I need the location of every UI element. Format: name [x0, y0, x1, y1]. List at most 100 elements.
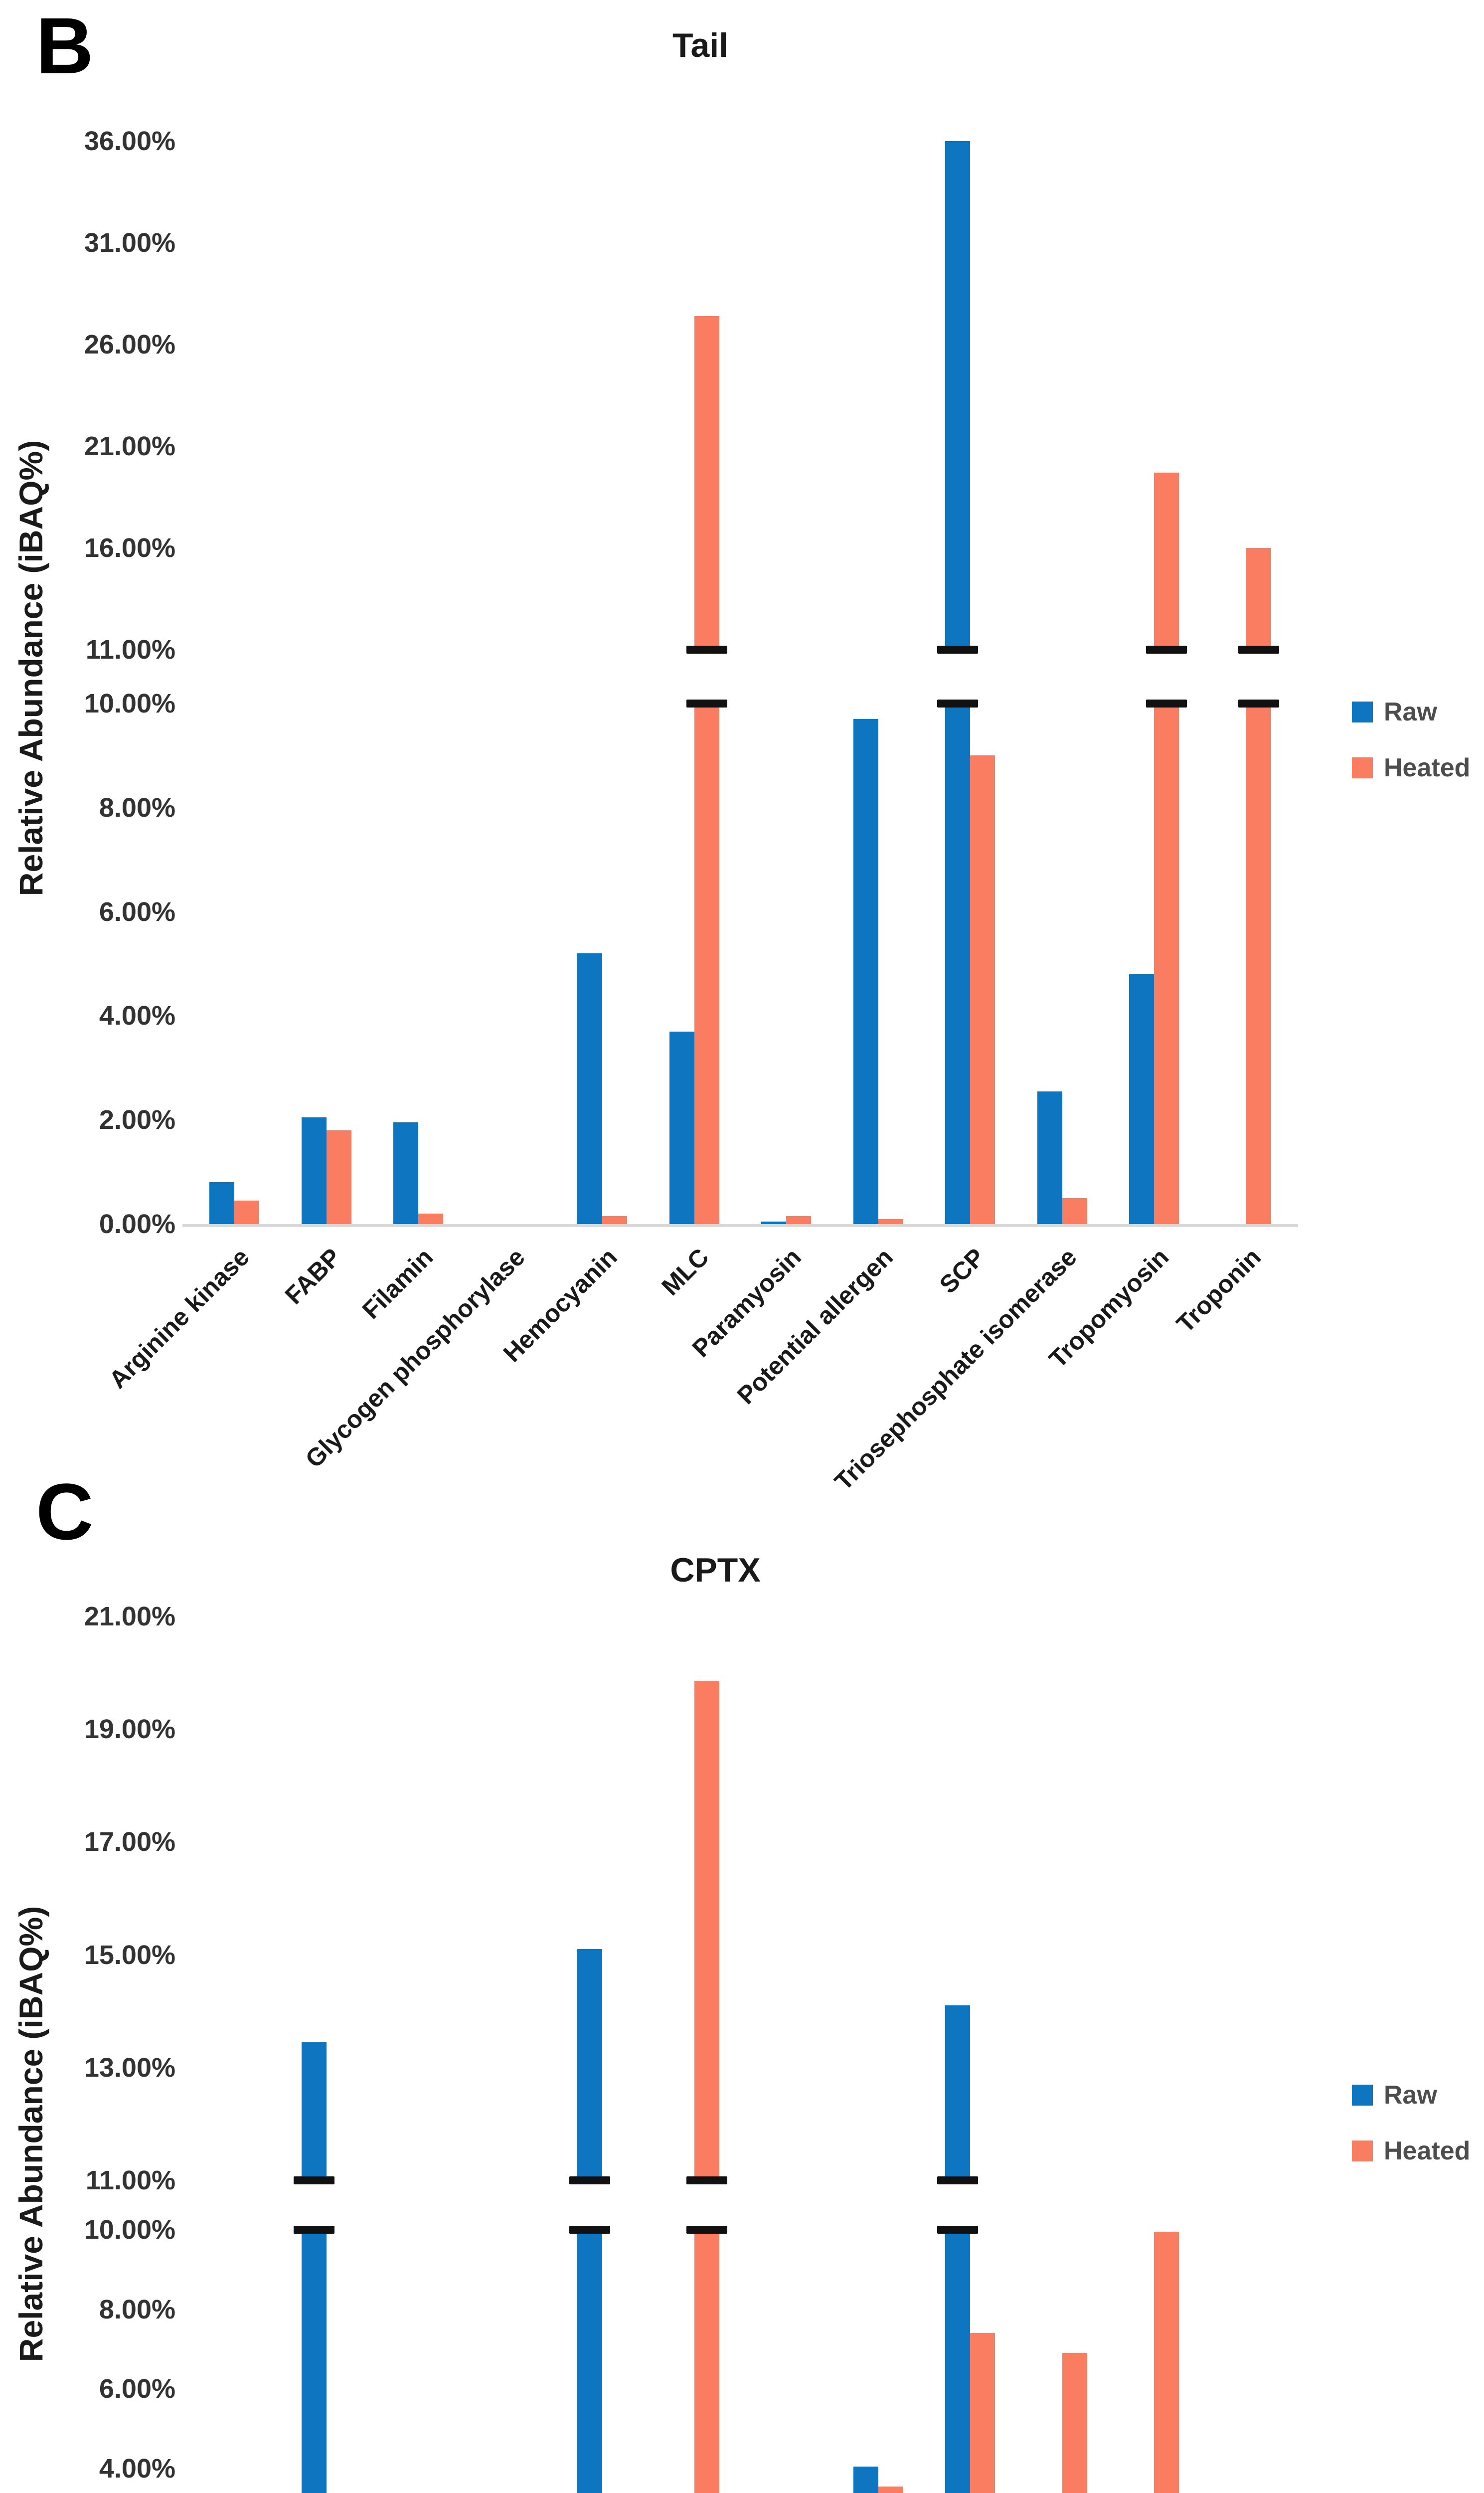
bar-heated-upper-segment — [694, 316, 719, 650]
bar-heated-upper-segment — [694, 1681, 719, 2180]
axis-break-cap — [686, 2226, 727, 2234]
axis-break-cap — [293, 2176, 334, 2184]
y-tick-label: 19.00% — [84, 1714, 175, 1745]
legend-item-heated: Heated — [1352, 753, 1470, 783]
y-tick-label: 15.00% — [84, 1940, 175, 1970]
bar-heated — [418, 1214, 444, 1224]
panel-label-b: B — [36, 1, 94, 90]
bar-heated — [970, 755, 995, 1224]
bar-heated — [786, 1216, 812, 1224]
y-tick-label: 13.00% — [84, 2052, 175, 2083]
y-tick-label: 0.00% — [99, 1209, 175, 1239]
x-category-label: Filamin — [357, 1243, 439, 1325]
bar-heated — [878, 1219, 903, 1224]
y-tick-label: 17.00% — [84, 1827, 175, 1857]
legend-label: Heated — [1384, 2137, 1471, 2165]
y-tick-label: 2.00% — [99, 1105, 175, 1135]
axis-break-cap — [686, 2176, 727, 2184]
axis-break-cap — [569, 2226, 611, 2234]
bar-heated-upper-segment — [1246, 548, 1271, 650]
y-tick-label: 10.00% — [84, 2215, 175, 2245]
y-axis-title-b: Relative Abundance (iBAQ%) — [12, 440, 49, 896]
bar-raw-upper-segment — [945, 2005, 971, 2180]
bar-raw — [853, 719, 878, 1224]
y-tick-label: 21.00% — [84, 1602, 175, 1631]
bar-raw — [1037, 1091, 1062, 1224]
bar-heated — [878, 2486, 903, 2493]
y-tick-label: 31.00% — [84, 228, 175, 258]
bar-raw — [853, 2466, 878, 2493]
legend-item-raw: Raw — [1352, 697, 1437, 727]
y-tick-label: 16.00% — [84, 533, 175, 563]
y-tick-label: 8.00% — [99, 792, 175, 823]
bar-heated-upper-segment — [1154, 473, 1179, 650]
axis-break-cap — [569, 2176, 611, 2184]
bar-raw — [393, 1122, 419, 1224]
x-category-label: Troponin — [1171, 1243, 1267, 1338]
bar-heated — [1062, 1198, 1087, 1224]
bar-raw — [669, 1031, 694, 1224]
axis-break-cap — [937, 2176, 979, 2184]
axis-break-cap — [1238, 700, 1279, 708]
axis-break-cap — [686, 700, 727, 708]
chart-title-cptx: CPTX — [670, 1551, 761, 1589]
legend-swatch-heated — [1352, 2140, 1373, 2161]
bar-heated — [234, 1201, 260, 1224]
y-tick-label: 11.00% — [85, 635, 175, 665]
legend-label: Raw — [1384, 2081, 1437, 2110]
y-tick-label: 4.00% — [99, 1001, 175, 1031]
bar-heated-lower-segment — [1246, 704, 1271, 1224]
y-tick-label: 10.00% — [84, 689, 175, 718]
bar-raw-upper-segment — [301, 2042, 327, 2180]
bar-raw — [301, 1117, 327, 1224]
panel-label-c: C — [36, 1467, 94, 1556]
axis-break-cap — [937, 2226, 979, 2234]
axis-break-cap — [937, 646, 979, 654]
y-axis-title-c: Relative Abundance (iBAQ%) — [12, 1906, 49, 2362]
bar-heated-lower-segment — [694, 704, 719, 1224]
legend-label: Raw — [1384, 698, 1437, 726]
bar-heated — [1062, 2353, 1087, 2493]
bar-raw — [209, 1182, 235, 1224]
chart-title-tail: Tail — [672, 26, 729, 64]
bar-raw-upper-segment — [577, 1949, 603, 2180]
x-category-label: SCP — [934, 1243, 990, 1299]
legend-swatch-raw — [1352, 702, 1373, 722]
legend-swatch-raw — [1352, 2085, 1373, 2106]
bar-raw — [577, 953, 603, 1224]
legend-item-heated: Heated — [1352, 2136, 1470, 2166]
axis-break-cap — [293, 2226, 334, 2234]
bar-heated — [326, 1130, 351, 1224]
bar-raw-lower-segment — [945, 2230, 971, 2493]
legend-item-raw: Raw — [1352, 2080, 1437, 2110]
bar-raw-lower-segment — [577, 2230, 603, 2493]
axis-break-cap — [1146, 646, 1187, 654]
axis-break-cap — [1146, 700, 1187, 708]
x-category-label: Arginine kinase — [103, 1243, 255, 1394]
bar-raw-lower-segment — [945, 704, 971, 1224]
y-tick-label: 26.00% — [84, 330, 175, 359]
y-tick-label: 6.00% — [99, 896, 175, 927]
y-tick-label: 8.00% — [99, 2294, 175, 2324]
axis-break-cap — [937, 700, 979, 708]
y-tick-label: 11.00% — [85, 2165, 175, 2195]
x-category-label: MLC — [656, 1243, 715, 1301]
legend-label: Heated — [1384, 753, 1471, 782]
x-category-label: FABP — [280, 1243, 347, 1310]
y-tick-label: 6.00% — [99, 2374, 175, 2404]
axis-break-cap — [1238, 646, 1279, 654]
bar-raw — [761, 1221, 787, 1224]
legend-swatch-heated — [1352, 757, 1373, 778]
bar-raw-lower-segment — [301, 2230, 327, 2493]
y-tick-label: 4.00% — [99, 2453, 175, 2484]
axis-break-cap — [686, 646, 727, 654]
x-axis-line — [182, 1224, 1298, 1227]
x-category-label: Potential allergen — [731, 1243, 899, 1410]
bar-heated — [970, 2333, 995, 2493]
bar-heated — [1154, 2231, 1179, 2493]
bar-heated — [602, 1216, 628, 1224]
y-tick-label: 36.00% — [84, 126, 175, 156]
bar-raw-upper-segment — [945, 141, 971, 650]
bar-raw — [1129, 974, 1154, 1224]
